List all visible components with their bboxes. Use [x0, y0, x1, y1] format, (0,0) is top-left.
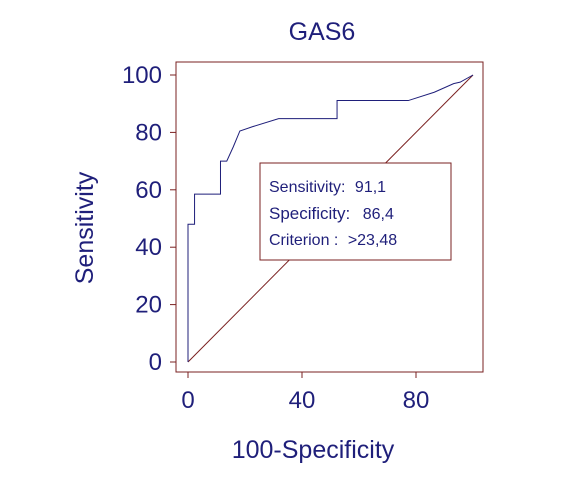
criterion-value: >23,48	[348, 232, 397, 249]
specificity-label: Specificity:	[269, 204, 350, 223]
y-axis-label: Sensitivity	[71, 171, 99, 284]
criterion-line: Criterion : >23,48	[269, 232, 397, 249]
criterion-label: Criterion :	[269, 232, 338, 249]
y-axis: 0 20 40 60 80 100	[122, 62, 176, 376]
criterion-box: Sensitivity: 91,1 Specificity: 86,4 Crit…	[259, 162, 452, 261]
sensitivity-label: Sensitivity:	[269, 179, 345, 196]
roc-curve	[187, 74, 474, 362]
x-axis-label: 100-Specificity	[232, 436, 395, 464]
x-tick-label: 80	[403, 387, 430, 414]
x-tick-label: 0	[181, 387, 194, 414]
y-tick-label: 60	[135, 177, 162, 204]
y-tick-label: 100	[122, 62, 162, 89]
y-tick-label: 80	[135, 119, 162, 146]
sensitivity-line: Sensitivity: 91,1	[269, 179, 386, 196]
x-tick-label: 40	[289, 387, 316, 414]
plot-frame	[175, 61, 484, 373]
specificity-line: Specificity: 86,4	[269, 204, 394, 223]
sensitivity-value: 91,1	[355, 179, 386, 196]
specificity-value: 86,4	[363, 206, 394, 223]
criterion-box-frame	[259, 162, 452, 261]
y-tick-label: 40	[135, 234, 162, 261]
chart-title: GAS6	[289, 18, 356, 46]
x-axis: 0 40 80	[181, 372, 429, 414]
y-tick-label: 0	[149, 349, 162, 376]
y-tick-label: 20	[135, 292, 162, 319]
